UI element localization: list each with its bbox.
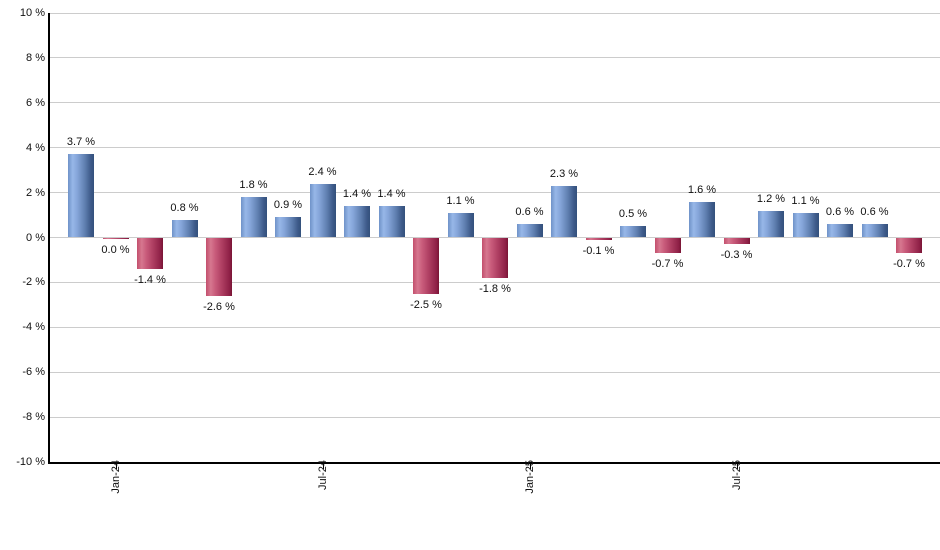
- bar-value-label: 0.6 %: [860, 206, 889, 219]
- bar-month-3: [137, 237, 163, 269]
- bar-month-9: [344, 206, 370, 238]
- bar-month-25: [896, 237, 922, 254]
- bar-value-label: 1.4 %: [377, 188, 406, 201]
- bar-month-5: [206, 237, 232, 296]
- bar-value-label: 0.9 %: [273, 199, 303, 212]
- bar-month-13: [482, 237, 508, 278]
- gridline--4pct: [49, 326, 940, 328]
- bar-month-2: [102, 237, 129, 239]
- bar-value-label: 3.7 %: [66, 136, 96, 149]
- bar-value-label: 1.4 %: [342, 188, 372, 201]
- bar-value-label: 1.6 %: [687, 183, 717, 196]
- bar-value-label: -0.7 %: [893, 258, 925, 271]
- y-axis-tick-label: -10 %: [16, 456, 45, 468]
- y-axis-tick-label: 0 %: [26, 231, 45, 244]
- bar-month-14: [516, 224, 543, 238]
- bar-value-label: -0.1 %: [582, 244, 615, 257]
- bar-month-18: [654, 237, 681, 254]
- bar-month-1: [68, 154, 94, 238]
- y-axis-tick-label: -8 %: [22, 411, 45, 424]
- y-axis-line: [48, 13, 50, 463]
- y-axis-tick-label: -6 %: [22, 366, 45, 379]
- x-axis-tick-mark: [115, 462, 117, 469]
- bar-month-12: [447, 212, 474, 238]
- bar-month-19: [689, 201, 715, 238]
- x-axis-tick-mark: [322, 462, 324, 469]
- bar-value-label: -1.8 %: [479, 282, 511, 295]
- gridline--2pct: [49, 281, 940, 283]
- bar-month-4: [171, 219, 198, 238]
- bar-month-10: [378, 206, 405, 238]
- x-axis-tick-label: Jan-25: [523, 460, 536, 494]
- bar-month-22: [792, 212, 819, 238]
- bar-value-label: 1.1 %: [446, 194, 475, 207]
- bar-value-label: 0.8 %: [170, 201, 199, 214]
- bar-month-21: [758, 210, 784, 238]
- bar-value-label: -0.3 %: [720, 249, 753, 262]
- bar-value-label: -2.5 %: [410, 298, 442, 311]
- bar-value-label: 1.2 %: [756, 192, 786, 205]
- x-axis-tick-label: Jan-24: [109, 460, 122, 494]
- gridline-2pct: [49, 192, 940, 194]
- bar-value-label: 2.4 %: [308, 165, 337, 178]
- y-axis-tick-label: 2 %: [26, 186, 45, 199]
- gridline-10pct: [49, 12, 940, 14]
- bar-month-17: [620, 226, 646, 238]
- y-axis-tick-label: 6 %: [26, 96, 45, 109]
- y-axis-tick-label: 8 %: [26, 51, 45, 64]
- x-axis-tick-mark: [529, 462, 531, 469]
- bar-value-label: 1.8 %: [239, 179, 268, 192]
- bar-value-label: -0.7 %: [651, 258, 684, 271]
- bar-month-7: [275, 217, 301, 238]
- bar-value-label: 1.1 %: [791, 194, 820, 207]
- bar-month-24: [861, 224, 888, 238]
- bar-month-20: [723, 237, 750, 245]
- bar-month-8: [309, 183, 336, 238]
- x-axis-tick-label: Jul-25: [730, 460, 743, 490]
- gridline--8pct: [49, 416, 940, 418]
- gridline-4pct: [49, 147, 940, 149]
- bar-month-11: [413, 237, 439, 294]
- gridline-8pct: [49, 57, 940, 59]
- bar-value-label: 0.6 %: [825, 206, 855, 219]
- y-axis-tick-label: -2 %: [22, 276, 45, 289]
- bar-value-label: -2.6 %: [203, 300, 235, 313]
- bar-value-label: 0.6 %: [515, 206, 544, 219]
- y-axis-tick-label: -4 %: [22, 321, 45, 334]
- x-axis-tick-mark: [736, 462, 738, 469]
- bar-value-label: 2.3 %: [549, 167, 579, 180]
- y-axis-tick-label: 10 %: [19, 7, 45, 19]
- bar-month-15: [551, 185, 577, 238]
- y-axis-tick-label: 4 %: [26, 141, 45, 154]
- bar-month-16: [585, 237, 612, 240]
- bar-value-label: 0.5 %: [618, 208, 648, 221]
- bar-value-label: 0.0 %: [101, 244, 130, 256]
- bar-value-label: -1.4 %: [134, 273, 166, 286]
- gridline-6pct: [49, 102, 940, 104]
- gridline--6pct: [49, 371, 940, 373]
- x-axis-line: [48, 462, 940, 464]
- bar-month-23: [827, 224, 853, 238]
- x-axis-tick-label: Jul-24: [316, 460, 329, 490]
- bar-month-6: [240, 197, 267, 238]
